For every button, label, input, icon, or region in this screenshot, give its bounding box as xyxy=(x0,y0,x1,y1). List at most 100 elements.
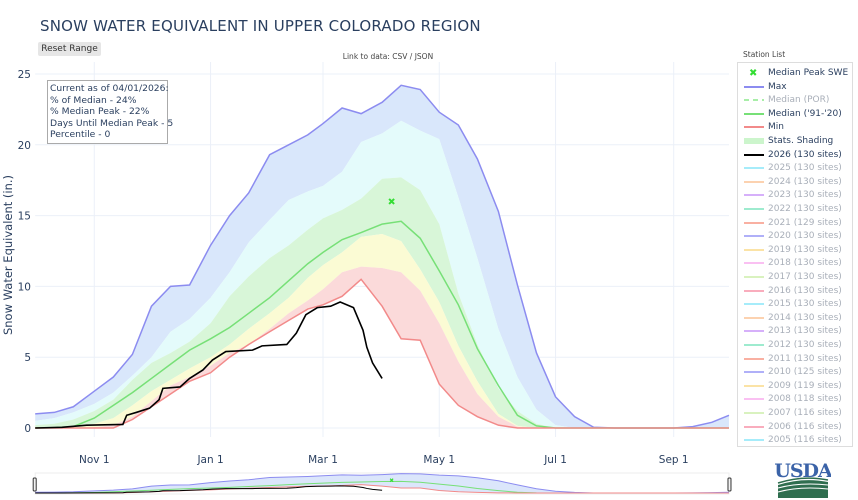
legend-item[interactable]: 2019 (130 sites) xyxy=(738,244,852,257)
range-slider-peak-marker xyxy=(389,478,394,483)
legend-item-label: 2025 (130 sites) xyxy=(768,163,842,174)
legend-item[interactable]: 2014 (130 sites) xyxy=(738,312,852,325)
legend-item[interactable]: 2020 (130 sites) xyxy=(738,230,852,243)
legend-item[interactable]: 2023 (130 sites) xyxy=(738,189,852,202)
legend-title: Station List xyxy=(743,50,786,59)
legend-item-label: 2009 (119 sites) xyxy=(768,380,842,391)
legend-item-label: 2011 (130 sites) xyxy=(768,353,842,364)
line-swatch xyxy=(744,235,764,238)
legend-item[interactable]: 2013 (130 sites) xyxy=(738,325,852,338)
legend-item[interactable]: ✖ Median Peak SWE xyxy=(738,67,852,80)
x-tick-label: Mar 1 xyxy=(308,454,338,466)
y-tick-label: 20 xyxy=(18,140,31,152)
legend-item[interactable]: 2025 (130 sites) xyxy=(738,162,852,175)
legend-item-label: Min xyxy=(768,122,784,133)
series-line-2026 xyxy=(35,301,383,429)
legend-item[interactable]: 2018 (130 sites) xyxy=(738,257,852,270)
legend-item[interactable]: 2011 (130 sites) xyxy=(738,353,852,366)
info-current-date: Current as of 04/01/2026: xyxy=(50,83,169,94)
legend-item[interactable]: 2017 (130 sites) xyxy=(738,271,852,284)
median-peak-marker xyxy=(388,198,395,205)
data-link-separator: / xyxy=(407,52,415,61)
y-tick-label: 5 xyxy=(24,352,31,364)
band-swatch xyxy=(744,138,764,144)
info-percentile: Percentile - 0 xyxy=(50,129,111,140)
line-swatch xyxy=(744,289,764,292)
legend-item-label: 2020 (130 sites) xyxy=(768,231,842,242)
legend-item-label: Stats. Shading xyxy=(768,136,834,146)
line-swatch xyxy=(744,344,764,346)
legend-item[interactable]: 2021 (129 sites) xyxy=(738,217,852,230)
legend-item[interactable]: Stats. Shading xyxy=(738,135,852,148)
line-swatch xyxy=(744,330,764,333)
range-slider xyxy=(32,472,732,495)
reset-range-button[interactable]: Reset Range xyxy=(38,42,101,56)
legend-item-label: Median Peak SWE xyxy=(768,68,849,78)
legend-item[interactable]: 2009 (119 sites) xyxy=(738,380,852,393)
line-swatch xyxy=(744,153,764,156)
range-slider-left-handle[interactable] xyxy=(32,477,37,492)
line-swatch xyxy=(744,85,764,88)
range-slider-right-handle[interactable] xyxy=(727,477,732,492)
y-tick-label: 25 xyxy=(18,69,31,81)
x-tick-label: Jul 1 xyxy=(543,454,567,466)
line-swatch xyxy=(744,262,764,265)
x-tick-label: Sep 1 xyxy=(659,454,689,466)
line-swatch xyxy=(744,384,764,387)
usda-logo: USDA xyxy=(775,460,831,498)
legend-item-label: 2023 (130 sites) xyxy=(768,190,842,201)
legend-item-label: 2017 (130 sites) xyxy=(768,272,842,282)
legend-item[interactable]: 2007 (116 sites) xyxy=(738,407,852,420)
line-swatch xyxy=(744,208,764,210)
legend-item[interactable]: Median (POR) xyxy=(738,94,852,107)
chart-title: SNOW WATER EQUIVALENT IN UPPER COLORADO … xyxy=(40,17,481,35)
legend-item-label: 2015 (130 sites) xyxy=(768,299,842,310)
legend-item-label: 2007 (116 sites) xyxy=(768,408,842,418)
legend-item-label: 2006 (116 sites) xyxy=(768,421,842,432)
info-percent-median: % of Median - 24% xyxy=(50,94,137,106)
legend-item[interactable]: 2024 (130 sites) xyxy=(738,176,852,189)
legend-item-label: 2018 (130 sites) xyxy=(768,258,842,269)
legend-item[interactable]: 2005 (116 sites) xyxy=(738,434,852,447)
legend-item[interactable]: 2012 (130 sites) xyxy=(738,339,852,352)
csv-link[interactable]: CSV xyxy=(392,52,408,61)
x-marker-icon: ✖ xyxy=(749,68,758,79)
legend-item[interactable]: 2006 (116 sites) xyxy=(738,421,852,434)
x-tick-label: Nov 1 xyxy=(79,454,110,466)
line-swatch xyxy=(744,126,764,129)
legend-item[interactable]: 2016 (130 sites) xyxy=(738,285,852,298)
info-percent-median-peak: % Median Peak - 22% xyxy=(50,106,150,117)
line-swatch xyxy=(744,221,764,224)
legend-item[interactable]: 2010 (125 sites) xyxy=(738,366,852,379)
range-slider-line-2026 xyxy=(35,485,383,494)
axes: 0 5 10 15 20 25 Nov 1 Jan 1 Mar 1 May 1 Jul 1 Sep 1… xyxy=(1,69,689,466)
usda-logo-text: USDA xyxy=(775,460,831,482)
legend-item[interactable]: Min xyxy=(738,121,852,134)
line-swatch xyxy=(744,316,764,319)
legend-item[interactable]: Median ('91-'20) xyxy=(738,108,852,121)
line-swatch xyxy=(744,398,764,401)
stats-shading xyxy=(35,85,729,428)
line-swatch xyxy=(744,425,764,428)
legend-item[interactable]: 2008 (118 sites) xyxy=(738,393,852,406)
legend-item[interactable]: 2015 (130 sites) xyxy=(738,298,852,311)
legend-item[interactable]: Max xyxy=(738,81,852,94)
dashed-line-swatch xyxy=(744,99,764,102)
legend-item-label: 2016 (130 sites) xyxy=(768,285,842,296)
legend-item-label: 2012 (130 sites) xyxy=(768,340,842,350)
legend-item[interactable]: 2022 (130 sites) xyxy=(738,203,852,216)
line-swatch xyxy=(744,112,764,115)
line-swatch xyxy=(744,180,764,183)
legend-item-label: Median (POR) xyxy=(768,95,830,106)
line-swatch xyxy=(744,412,764,414)
legend-item-label: 2022 (130 sites) xyxy=(768,204,842,214)
y-axis-title: Snow Water Equivalent (in.) xyxy=(1,175,15,335)
legend-item-label: 2005 (116 sites) xyxy=(768,435,842,446)
line-swatch xyxy=(744,194,764,197)
line-swatch xyxy=(744,371,764,374)
legend-item[interactable]: 2026 (130 sites) xyxy=(738,149,852,162)
json-link[interactable]: JSON xyxy=(414,52,434,61)
legend: ✖ Median Peak SWE Max Median (POR) Median ('… xyxy=(737,62,853,447)
y-tick-label: 10 xyxy=(18,281,31,293)
